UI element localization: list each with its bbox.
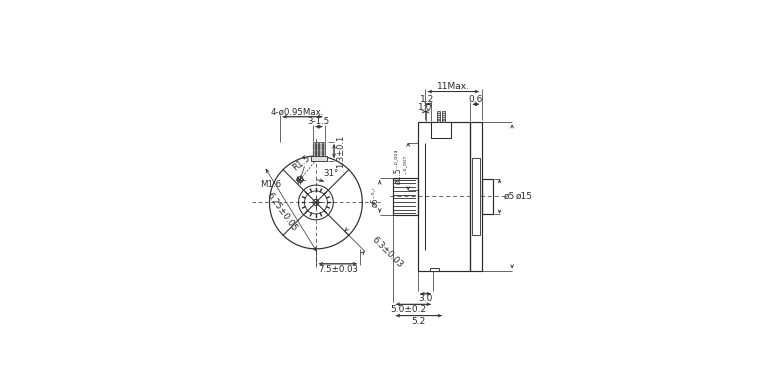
- Text: ø5: ø5: [503, 192, 514, 201]
- Bar: [430, 268, 438, 272]
- Text: ø6⁻⁰⋅ⁱ: ø6⁻⁰⋅ⁱ: [370, 186, 380, 207]
- Text: 0.6: 0.6: [469, 95, 483, 104]
- Text: 1.0: 1.0: [417, 103, 432, 112]
- Bar: [316, 142, 319, 156]
- Text: M1.6: M1.6: [261, 180, 281, 189]
- Bar: [470, 121, 482, 272]
- Bar: [437, 111, 440, 121]
- Text: 5.2: 5.2: [412, 317, 426, 326]
- Bar: [312, 142, 316, 156]
- Bar: [312, 156, 327, 161]
- Text: ø1.5⁻⁰⋅⁰⁰³
 ⁻⁰⋅⁰⁰⁷: ø1.5⁻⁰⋅⁰⁰³ ⁻⁰⋅⁰⁰⁷: [393, 149, 413, 184]
- Text: 4-ø0.95Max.: 4-ø0.95Max.: [270, 108, 324, 117]
- Text: 3.0: 3.0: [418, 294, 433, 303]
- Text: 1.3±0.1: 1.3±0.1: [336, 135, 345, 168]
- Bar: [482, 179, 493, 214]
- Text: 6.3±0.03: 6.3±0.03: [370, 235, 405, 270]
- Bar: [418, 121, 470, 272]
- Bar: [472, 158, 480, 235]
- Text: 6.25±0.05: 6.25±0.05: [265, 191, 299, 233]
- Text: 1.2: 1.2: [420, 95, 434, 104]
- Bar: [442, 111, 446, 121]
- Bar: [393, 178, 418, 215]
- Text: R1.5: R1.5: [290, 153, 312, 172]
- Text: ø15: ø15: [516, 192, 533, 201]
- Text: 31°: 31°: [323, 170, 339, 179]
- Bar: [431, 121, 451, 138]
- Text: 11Max.: 11Max.: [437, 82, 470, 91]
- Bar: [323, 142, 325, 156]
- Text: 3-1.5: 3-1.5: [308, 117, 330, 126]
- Text: 5.0±0.2: 5.0±0.2: [391, 305, 427, 314]
- Bar: [319, 142, 322, 156]
- Text: 7.5±0.03: 7.5±0.03: [318, 265, 358, 274]
